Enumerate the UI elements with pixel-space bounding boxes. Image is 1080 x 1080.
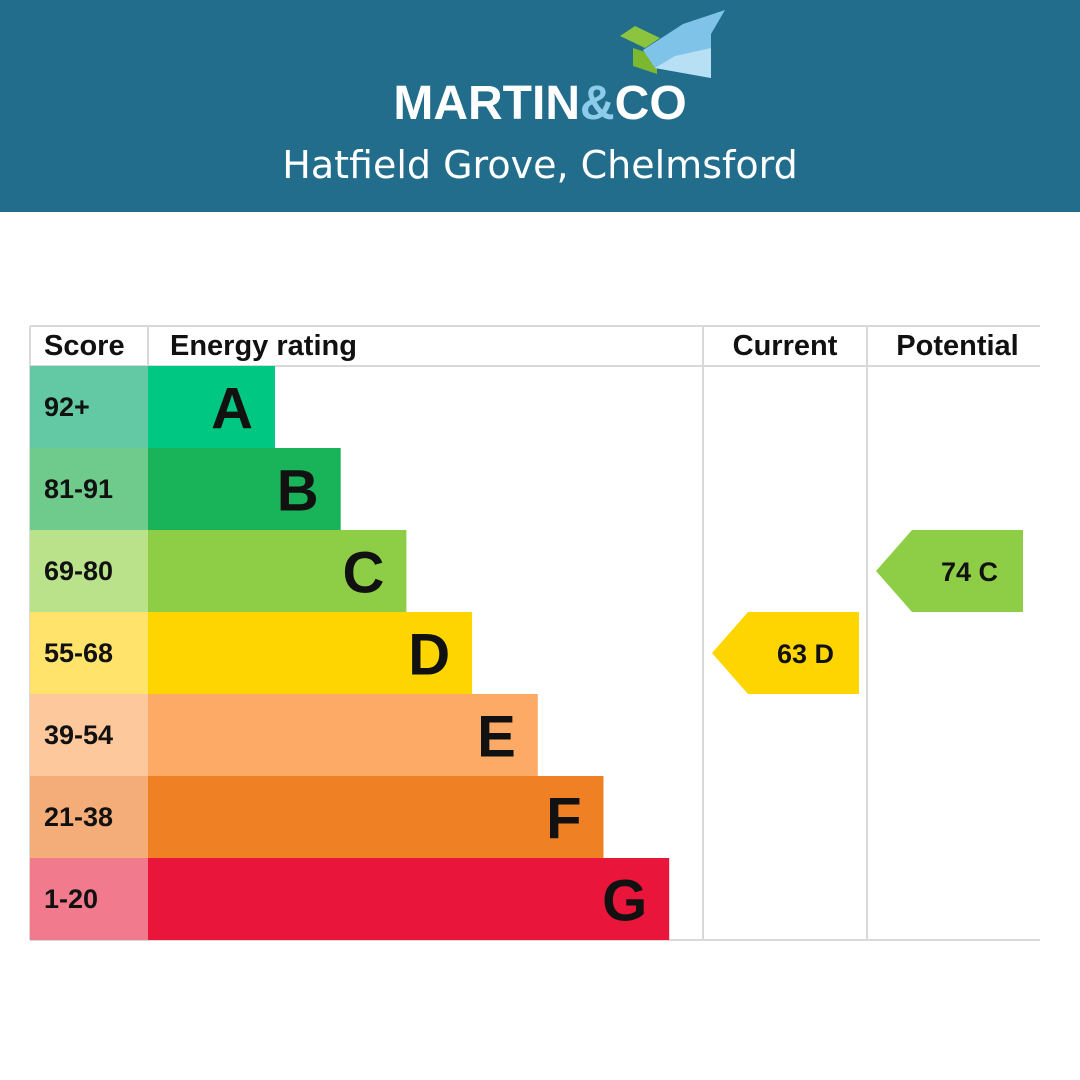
score-label-a: 92+ (44, 392, 90, 422)
score-label-c: 69-80 (44, 556, 113, 586)
header-current: Current (733, 330, 838, 362)
score-label-e: 39-54 (44, 720, 113, 750)
rating-letter-d: D (408, 623, 450, 688)
header-potential: Potential (896, 330, 1018, 362)
rating-letter-g: G (602, 869, 647, 934)
rating-letter-b: B (277, 459, 319, 524)
score-cell-e (30, 694, 148, 776)
score-cell-g (30, 858, 148, 940)
header-score: Score (44, 330, 125, 362)
rating-bar-f (148, 776, 604, 858)
brand-logo: MARTIN&CO (393, 77, 687, 130)
rating-bar-d (148, 612, 473, 694)
header-energy-rating: Energy rating (170, 330, 357, 362)
score-cell-f (30, 776, 148, 858)
score-cell-b (30, 448, 148, 530)
score-cell-d (30, 612, 148, 694)
rating-bar-a (148, 366, 275, 448)
header-banner: MARTIN&CO Hatfield Grove, Chelmsford (0, 0, 1080, 212)
score-label-g: 1-20 (44, 884, 98, 914)
score-label-d: 55-68 (44, 638, 113, 668)
current-rating-arrow (712, 612, 859, 694)
score-label-b: 81-91 (44, 474, 113, 504)
rating-bar-e (148, 694, 538, 776)
house-logo-icon (620, 10, 725, 78)
rating-bar-c (148, 530, 407, 612)
score-cell-c (30, 530, 148, 612)
rating-letter-e: E (477, 705, 516, 770)
potential-rating-value: 74 C (941, 557, 998, 587)
rating-bar-g (148, 858, 670, 940)
rating-letter-a: A (211, 377, 253, 442)
rating-bar-b (148, 448, 341, 530)
score-label-f: 21-38 (44, 802, 113, 832)
rating-letter-f: F (546, 787, 581, 852)
score-cell-a (30, 366, 148, 448)
rating-letter-c: C (343, 541, 385, 606)
property-location: Hatfield Grove, Chelmsford (282, 143, 798, 187)
potential-rating-arrow (876, 530, 1023, 612)
current-rating-value: 63 D (777, 639, 834, 669)
